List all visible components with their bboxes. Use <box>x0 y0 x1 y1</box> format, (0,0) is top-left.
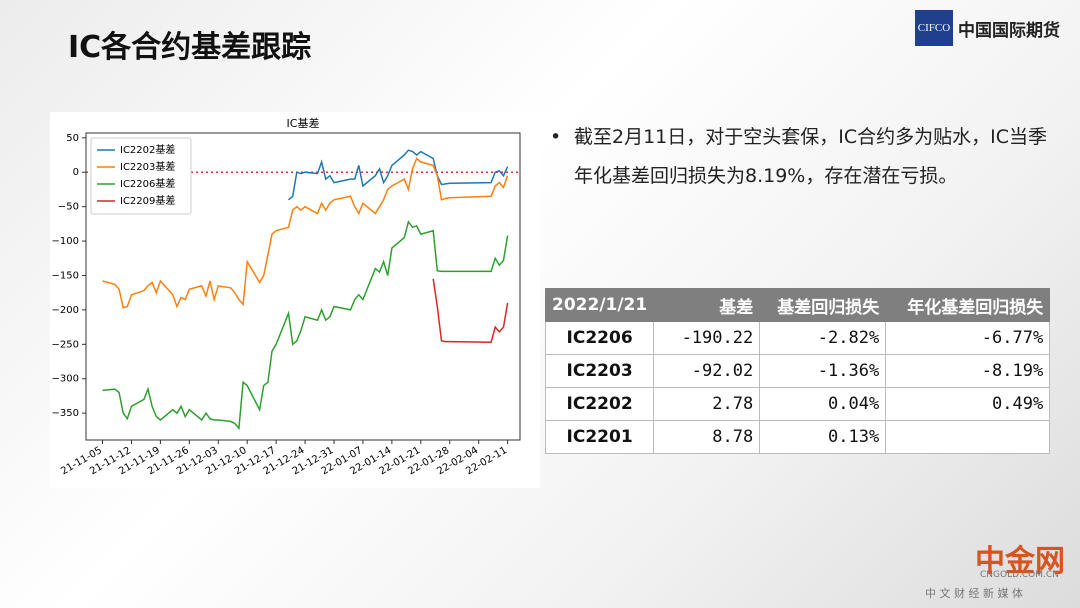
table-row: IC2206 -190.22 -2.82% -6.77% <box>544 321 1051 355</box>
table-cell: IC2203 <box>544 354 655 388</box>
watermark-site: CNGOLD.COM.CN <box>980 570 1059 580</box>
table-cell: -92.02 <box>653 354 761 388</box>
plot-frame <box>85 132 521 441</box>
y-tick-label: −350 <box>52 408 79 419</box>
table-header-cell: 2022/1/21 <box>544 288 655 322</box>
y-tick-label: −300 <box>52 374 79 385</box>
slide-title: IC各合约基差跟踪 <box>68 30 312 65</box>
legend-label: IC2209基差 <box>120 194 175 207</box>
table-cell: 0.04% <box>759 387 887 421</box>
y-tick-label: −150 <box>52 270 79 281</box>
legend-label: IC2203基差 <box>120 160 175 173</box>
table-cell: -1.36% <box>759 354 887 388</box>
legend-label: IC2202基差 <box>120 143 175 156</box>
watermark-name: 中金网 <box>975 544 1065 579</box>
table-header-cell: 基差回归损失 <box>759 288 887 322</box>
table-cell: IC2206 <box>544 321 655 355</box>
y-tick-label: 0 <box>73 167 79 178</box>
table-header-cell: 基差 <box>653 288 761 322</box>
table-row: IC2201 8.78 0.13% <box>544 420 1051 454</box>
table-cell: 2.78 <box>653 387 761 421</box>
table-row: IC2203 -92.02 -1.36% -8.19% <box>544 354 1051 388</box>
table-row: IC2202 2.78 0.04% 0.49% <box>544 387 1051 421</box>
table-cell: -8.19% <box>885 354 1051 388</box>
table-cell <box>885 420 1051 454</box>
table-cell: IC2201 <box>544 420 655 454</box>
y-tick-label: −100 <box>52 236 79 247</box>
table-cell: -190.22 <box>653 321 761 355</box>
legend-box <box>90 137 192 215</box>
table-cell: 0.13% <box>759 420 887 454</box>
chart-title: IC基差 <box>287 116 320 130</box>
series-line <box>288 149 509 201</box>
table-cell: 8.78 <box>653 420 761 454</box>
legend-label: IC2206基差 <box>120 177 175 190</box>
table-header-cell: 年化基差回归损失 <box>885 288 1051 322</box>
series-line <box>432 278 509 344</box>
y-tick-label: 50 <box>66 133 79 144</box>
data-table: 2022/1/21 基差 基差回归损失 年化基差回归损失 IC2206 -190.22 -2… <box>544 288 1051 454</box>
y-tick-label: −200 <box>52 305 79 316</box>
y-tick-label: −50 <box>58 202 79 213</box>
table-cell: 0.49% <box>885 387 1051 421</box>
bullet-text: 截至2月11日，对于空头套保，IC合约多为贴水，IC当季年化基差回归损失为8.1… <box>548 118 1054 196</box>
series-line <box>102 220 509 431</box>
table-cell: -2.82% <box>759 321 887 355</box>
y-tick-label: −250 <box>52 339 79 350</box>
watermark-slogan: 中 文 财 经 新 媒 体 <box>925 587 1023 600</box>
table-cell: -6.77% <box>885 321 1051 355</box>
table-cell: IC2202 <box>544 387 655 421</box>
logo-text: 中国国际期货 <box>958 21 1060 41</box>
logo-mark: CIFCO <box>915 10 953 46</box>
series-line <box>102 157 509 309</box>
